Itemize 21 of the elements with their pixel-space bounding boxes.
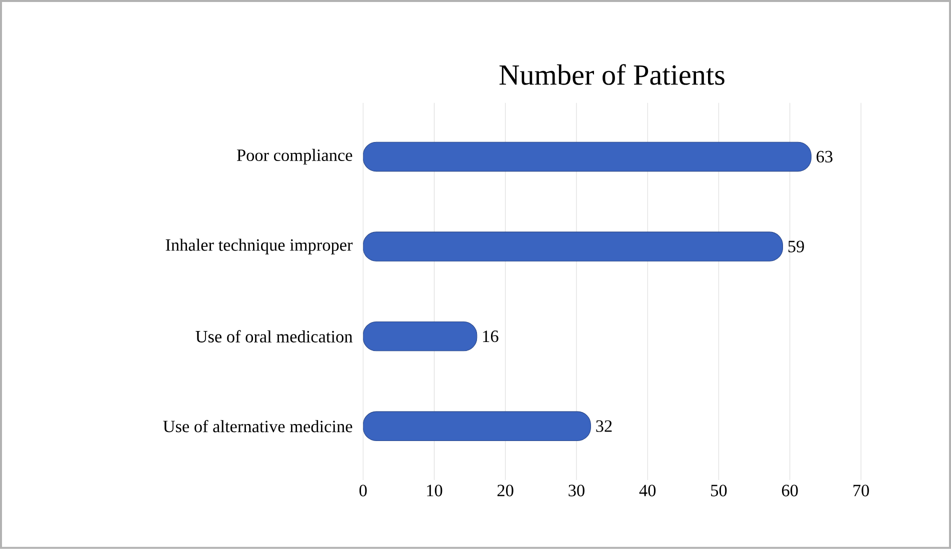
y-tick-label: Poor compliance bbox=[236, 148, 352, 165]
bar bbox=[363, 322, 478, 352]
x-tick-label: 20 bbox=[497, 484, 514, 496]
data-label: 16 bbox=[483, 330, 498, 342]
data-label: 63 bbox=[816, 150, 832, 163]
x-tick-label: 40 bbox=[639, 484, 656, 496]
x-tick-label: 70 bbox=[854, 484, 869, 496]
bar bbox=[363, 142, 812, 172]
x-tick-label: 0 bbox=[359, 484, 367, 496]
y-tick-label: Use of oral medication bbox=[196, 330, 353, 343]
x-tick-label: 50 bbox=[711, 484, 727, 496]
y-tick-label: Inhaler technique improper bbox=[166, 238, 353, 254]
x-tick-label: 60 bbox=[782, 484, 798, 496]
data-label: 59 bbox=[788, 240, 804, 252]
chart-title: Number of Patients bbox=[499, 64, 724, 85]
data-label: 32 bbox=[596, 420, 612, 432]
x-tick-label: 30 bbox=[568, 484, 584, 496]
y-tick-label: Use of alternative medicine bbox=[163, 420, 352, 432]
x-tick-label: 10 bbox=[427, 484, 442, 496]
bar bbox=[363, 232, 784, 262]
bar bbox=[363, 411, 591, 442]
